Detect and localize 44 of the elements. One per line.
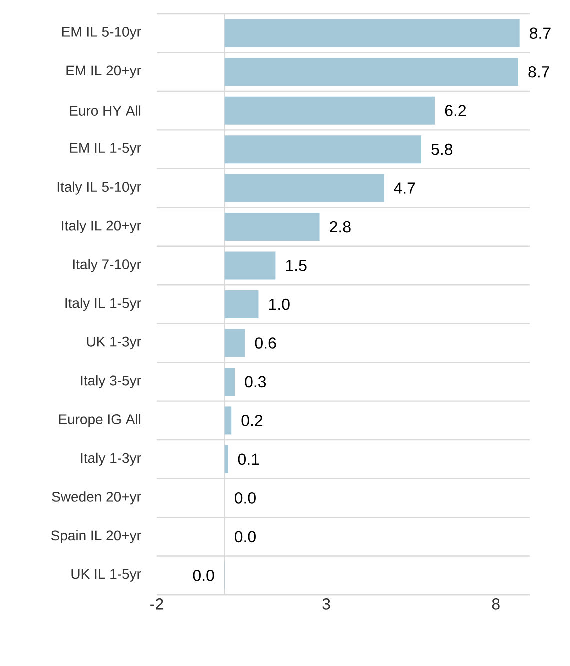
data-label: 2.8 bbox=[330, 221, 351, 233]
y-tick-label: Sweden 20+yr bbox=[52, 492, 142, 505]
bar bbox=[224, 406, 232, 435]
data-label: 0.1 bbox=[238, 454, 260, 466]
y-tick-label: Italy IL 20+yr bbox=[62, 220, 142, 234]
x-tick-label: 3 bbox=[322, 598, 330, 610]
data-label: 6.2 bbox=[445, 105, 466, 116]
bar bbox=[224, 290, 259, 319]
data-label: 8.7 bbox=[528, 66, 550, 78]
data-label: 5.8 bbox=[432, 144, 453, 156]
data-label: 0.0 bbox=[234, 492, 256, 504]
x-tick-label: 8 bbox=[492, 598, 500, 610]
data-label: 0.2 bbox=[242, 415, 263, 426]
bar bbox=[224, 19, 520, 48]
y-tick-label: Europe IG All bbox=[59, 414, 141, 428]
data-label: 8.7 bbox=[530, 28, 551, 40]
data-label: 1.0 bbox=[269, 298, 290, 310]
bar bbox=[224, 96, 436, 125]
data-label: 4.7 bbox=[394, 182, 416, 194]
y-tick-label: EM IL 20+yr bbox=[66, 66, 142, 78]
data-label: 0.0 bbox=[193, 570, 214, 582]
data-label: 0.0 bbox=[234, 531, 256, 543]
y-tick-label: Italy IL 1-5yr bbox=[66, 298, 142, 312]
bar bbox=[224, 213, 320, 242]
bar bbox=[224, 368, 235, 396]
y-tick-label: Italy 3-5yr bbox=[81, 375, 142, 388]
bar bbox=[224, 136, 422, 164]
bar bbox=[224, 329, 246, 358]
data-label: 1.5 bbox=[286, 260, 307, 272]
y-tick-label: UK IL 1-5yr bbox=[72, 569, 142, 582]
y-tick-label: Italy 1-3yr bbox=[81, 452, 142, 466]
y-tick-label: Spain IL 20+yr bbox=[51, 530, 142, 544]
bar bbox=[224, 58, 518, 86]
y-tick-label: Euro HY All bbox=[70, 106, 141, 116]
y-tick-label: UK 1-3yr bbox=[87, 336, 142, 350]
y-tick-label: EM IL 5-10yr bbox=[62, 27, 142, 40]
data-label: 0.6 bbox=[255, 338, 276, 349]
data-label: 0.3 bbox=[245, 376, 266, 388]
y-tick-label: Italy IL 5-10yr bbox=[58, 182, 142, 195]
y-tick-label: EM IL 1-5yr bbox=[70, 143, 142, 156]
bar bbox=[224, 174, 384, 202]
bar bbox=[224, 252, 276, 280]
y-tick-label: Italy 7-10yr bbox=[74, 259, 142, 272]
x-tick-label: -2 bbox=[150, 598, 164, 610]
